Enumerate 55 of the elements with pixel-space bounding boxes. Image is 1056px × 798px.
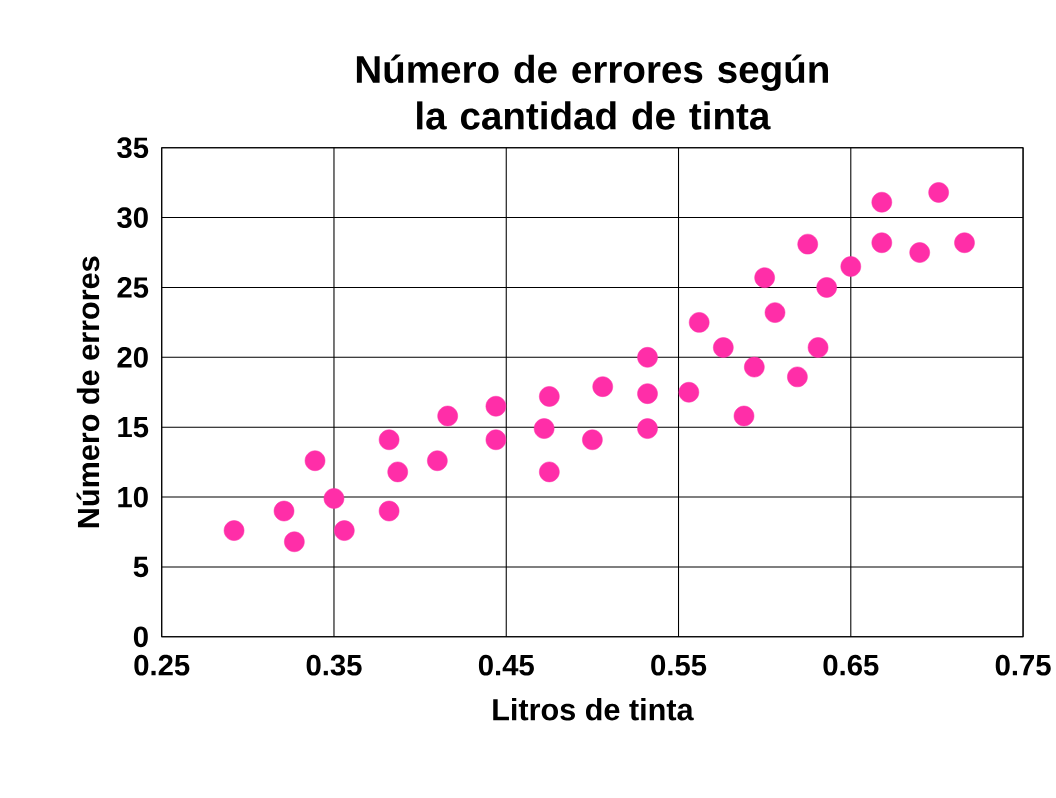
point bbox=[437, 405, 458, 427]
point bbox=[871, 191, 893, 213]
point bbox=[387, 461, 408, 482]
x-tick-label: 0.45 bbox=[478, 654, 534, 676]
point bbox=[637, 418, 658, 439]
point bbox=[592, 376, 613, 397]
y-tick-label: 0 bbox=[133, 626, 148, 647]
point bbox=[304, 450, 326, 471]
point bbox=[485, 429, 507, 450]
point bbox=[539, 385, 560, 407]
x-tick-label: 0.75 bbox=[995, 654, 1051, 676]
point bbox=[323, 487, 345, 509]
x-tick-label: 0.55 bbox=[651, 654, 707, 676]
point bbox=[533, 418, 555, 439]
point bbox=[485, 395, 507, 417]
point bbox=[223, 520, 245, 541]
y-tick-label: 20 bbox=[117, 346, 148, 368]
point bbox=[807, 337, 829, 358]
point bbox=[637, 383, 658, 404]
y-tick-label: 25 bbox=[117, 276, 149, 298]
x-tick-label: 0.35 bbox=[306, 654, 362, 676]
point bbox=[713, 337, 734, 358]
point bbox=[816, 276, 837, 298]
point bbox=[754, 267, 775, 288]
point bbox=[582, 429, 603, 450]
y-tick-label: 35 bbox=[117, 137, 149, 158]
point bbox=[871, 232, 893, 253]
y-tick-label: 5 bbox=[133, 556, 149, 577]
point bbox=[378, 429, 400, 450]
x-tick-label: 0.25 bbox=[134, 654, 190, 676]
point bbox=[284, 531, 305, 552]
point bbox=[909, 242, 930, 263]
point bbox=[637, 346, 658, 368]
point bbox=[334, 520, 355, 541]
point bbox=[840, 256, 862, 277]
point bbox=[764, 302, 786, 323]
y-tick-label: 10 bbox=[118, 486, 148, 508]
point bbox=[733, 405, 755, 427]
chart-title: Número de errores según la cantidad de tinta bbox=[356, 54, 828, 130]
point bbox=[273, 500, 295, 522]
y-axis-title: Número de errores bbox=[76, 256, 100, 527]
y-tick-label: 15 bbox=[118, 416, 149, 438]
point bbox=[678, 381, 700, 403]
point bbox=[539, 461, 560, 482]
point bbox=[744, 356, 765, 378]
point bbox=[427, 450, 448, 471]
x-axis-title: Litros de tinta bbox=[493, 697, 694, 721]
point bbox=[797, 233, 818, 255]
point bbox=[787, 366, 808, 387]
y-tick-label: 30 bbox=[117, 206, 148, 228]
point bbox=[928, 181, 949, 203]
point bbox=[954, 232, 975, 253]
x-tick-label: 0.65 bbox=[823, 654, 879, 676]
point bbox=[688, 311, 710, 333]
point bbox=[378, 500, 400, 522]
